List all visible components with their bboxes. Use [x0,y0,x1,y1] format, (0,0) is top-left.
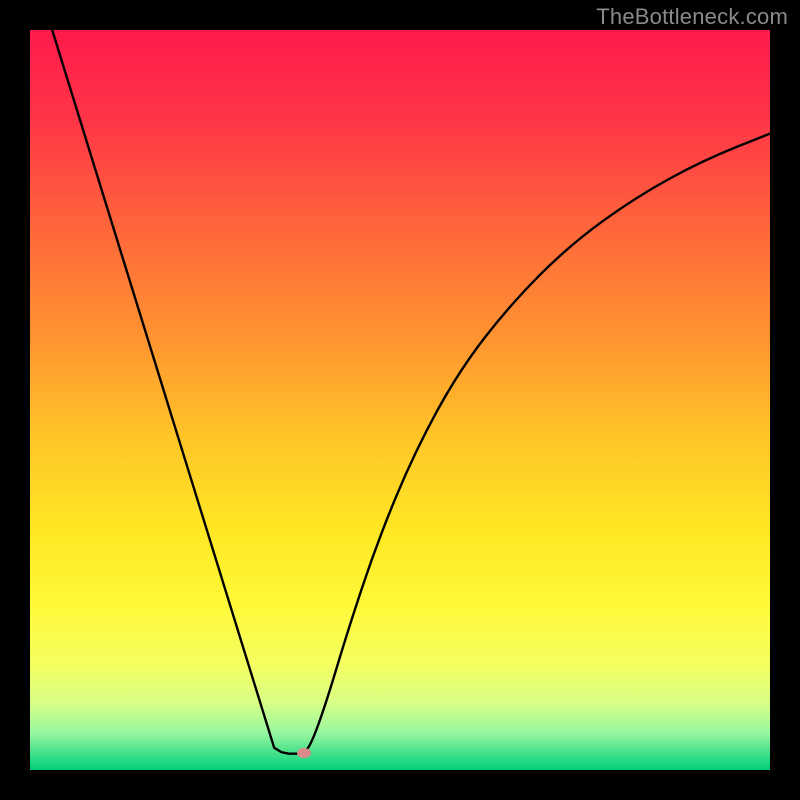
plot-area [30,30,770,770]
watermark-text: TheBottleneck.com [596,4,788,30]
chart-frame: TheBottleneck.com [0,0,800,800]
bottleneck-curve [30,30,770,770]
optimal-point-marker [297,748,311,758]
